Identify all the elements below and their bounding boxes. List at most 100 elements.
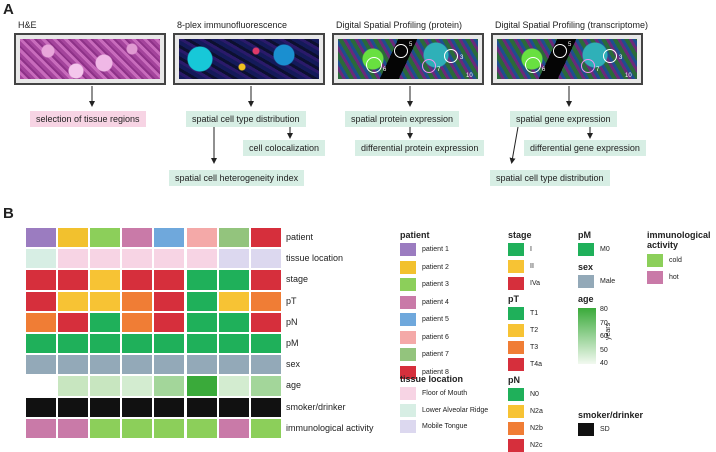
roi-circle bbox=[366, 57, 382, 73]
row-label: sex bbox=[286, 359, 301, 370]
panel-a-letter: A bbox=[3, 1, 14, 18]
immunological-activity-legend-label: hot bbox=[669, 274, 679, 281]
heatmap-cell bbox=[217, 269, 250, 291]
heatmap-cell bbox=[121, 354, 154, 376]
heatmap-cell bbox=[57, 333, 90, 355]
patient-legend-swatch bbox=[400, 278, 416, 291]
heatmap-cell bbox=[89, 290, 122, 312]
heatmap-cell bbox=[153, 396, 186, 418]
pt-legend-label: T3 bbox=[530, 344, 539, 351]
dsp-protein-image-frame: 5 6 7 3 10 bbox=[332, 33, 484, 85]
heatmap-cell bbox=[25, 248, 58, 270]
heatmap-cell bbox=[121, 396, 154, 418]
heatmap-cell bbox=[185, 354, 218, 376]
heatmap-cell bbox=[249, 333, 282, 355]
roi-number: 6 bbox=[383, 67, 387, 73]
tissue-location-legend-label: Floor of Mouth bbox=[422, 390, 468, 397]
roi-number: 10 bbox=[625, 73, 632, 79]
stage-legend-swatch bbox=[508, 277, 524, 290]
panel-b-letter: B bbox=[3, 205, 14, 222]
roi-circle bbox=[553, 44, 567, 58]
heatmap-cell bbox=[249, 375, 282, 397]
sex-legend-label: Male bbox=[600, 278, 616, 285]
heatmap-cell bbox=[185, 290, 218, 312]
heatmap-cell bbox=[57, 417, 90, 439]
heatmap-cell bbox=[89, 311, 122, 333]
box-cell-colocalization: cell colocalization bbox=[243, 140, 326, 156]
heatmap-cell bbox=[57, 290, 90, 312]
heatmap-cell bbox=[121, 269, 154, 291]
heatmap-cell bbox=[57, 354, 90, 376]
heatmap-cell bbox=[249, 396, 282, 418]
heatmap-cell bbox=[57, 227, 90, 249]
heatmap-cell bbox=[217, 290, 250, 312]
heatmap-cell bbox=[249, 311, 282, 333]
row-label: smoker/drinker bbox=[286, 401, 346, 412]
heatmap-cell bbox=[217, 417, 250, 439]
heatmap-cell bbox=[89, 417, 122, 439]
heatmap-cell bbox=[185, 311, 218, 333]
title-dsp-transcriptome: Digital Spatial Profiling (transcriptome… bbox=[495, 20, 649, 30]
pm-legend-label: M0 bbox=[600, 246, 610, 253]
age-legend-gradient bbox=[578, 308, 596, 364]
patient-legend-label: patient 6 bbox=[422, 333, 449, 341]
pn-legend-swatch bbox=[508, 439, 524, 452]
heatmap-cell bbox=[249, 417, 282, 439]
patient-legend-label: patient 4 bbox=[422, 298, 449, 306]
roi-number: 5 bbox=[409, 42, 413, 48]
dsp-transcriptome-image-frame: 5 6 7 3 10 bbox=[491, 33, 643, 85]
heatmap-cell bbox=[249, 248, 282, 270]
title-if: 8-plex immunofluorescence bbox=[177, 20, 288, 30]
heatmap-cell bbox=[153, 269, 186, 291]
heatmap-cell bbox=[57, 375, 90, 397]
roi-circle bbox=[422, 59, 436, 73]
box-spatial-cell-type-distribution-2: spatial cell type distribution bbox=[490, 170, 610, 186]
heatmap-cell bbox=[25, 375, 58, 397]
heatmap-cell bbox=[25, 417, 58, 439]
heatmap-cell bbox=[89, 354, 122, 376]
pm-legend-title: pM bbox=[578, 230, 591, 240]
heatmap-cell bbox=[153, 417, 186, 439]
row-label: immunological activity bbox=[286, 422, 374, 433]
patient-legend-label: patient 5 bbox=[422, 316, 449, 323]
tissue-location-legend-swatch bbox=[400, 387, 416, 400]
box-spatial-gene-expression: spatial gene expression bbox=[510, 111, 617, 127]
stage-legend-swatch bbox=[508, 243, 524, 256]
roi-circle bbox=[581, 59, 595, 73]
immunological-activity-legend-title: immunological activity bbox=[647, 230, 711, 250]
heatmap-cell bbox=[25, 396, 58, 418]
row-label: patient bbox=[286, 232, 314, 242]
stage-legend-swatch bbox=[508, 260, 524, 273]
patient-legend-swatch bbox=[400, 243, 416, 256]
patient-legend-label: patient 1 bbox=[422, 246, 449, 253]
heatmap-cell bbox=[89, 248, 122, 270]
heatmap-cell bbox=[153, 354, 186, 376]
immunological-activity-legend-swatch bbox=[647, 271, 663, 284]
roi-circle bbox=[394, 44, 408, 58]
roi-circle bbox=[525, 57, 541, 73]
row-label: stage bbox=[286, 274, 309, 285]
box-differential-gene-expression: differential gene expression bbox=[524, 140, 646, 156]
pn-legend-label: N2c bbox=[530, 442, 543, 449]
stage-legend-title: stage bbox=[508, 230, 532, 240]
heatmap-cell bbox=[25, 269, 58, 291]
heatmap-cell bbox=[217, 227, 250, 249]
sex-legend-swatch bbox=[578, 275, 594, 288]
if-image-frame bbox=[173, 33, 325, 85]
immunological-activity-legend-swatch bbox=[647, 254, 663, 267]
pt-legend-swatch bbox=[508, 324, 524, 337]
heatmap-cell bbox=[121, 333, 154, 355]
heatmap-cell bbox=[57, 396, 90, 418]
pt-legend-title: pT bbox=[508, 294, 519, 304]
he-tissue-image bbox=[20, 39, 160, 79]
row-label: age bbox=[286, 380, 302, 391]
tissue-location-legend-label: Mobile Tongue bbox=[422, 423, 468, 430]
pn-legend-swatch bbox=[508, 388, 524, 401]
pn-legend-swatch bbox=[508, 422, 524, 435]
pn-legend-title: pN bbox=[508, 375, 520, 385]
heatmap-cell bbox=[249, 354, 282, 376]
heatmap-cell bbox=[153, 227, 186, 249]
heatmap-cell bbox=[121, 290, 154, 312]
roi-number: 6 bbox=[542, 67, 546, 73]
heatmap-cell bbox=[153, 248, 186, 270]
